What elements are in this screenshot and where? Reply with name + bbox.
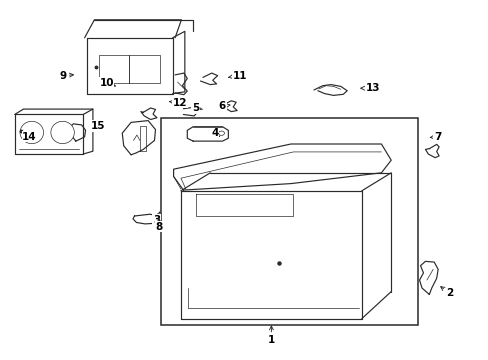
Text: 1: 1 xyxy=(267,326,274,345)
Text: 4: 4 xyxy=(211,128,219,138)
Text: 14: 14 xyxy=(22,132,37,142)
Text: 12: 12 xyxy=(169,98,187,108)
Text: 15: 15 xyxy=(90,121,105,131)
Bar xyxy=(161,118,417,325)
Text: 7: 7 xyxy=(429,132,441,142)
Ellipse shape xyxy=(51,121,74,144)
Text: 8: 8 xyxy=(155,219,162,232)
Text: 10: 10 xyxy=(99,78,115,88)
Text: 5: 5 xyxy=(192,103,202,113)
Text: 9: 9 xyxy=(59,71,73,81)
Ellipse shape xyxy=(20,121,43,144)
Text: 6: 6 xyxy=(219,101,229,111)
Text: 2: 2 xyxy=(440,287,452,298)
Text: 13: 13 xyxy=(360,83,379,93)
Text: 3: 3 xyxy=(153,212,160,225)
Circle shape xyxy=(218,131,224,135)
Text: 11: 11 xyxy=(228,71,246,81)
